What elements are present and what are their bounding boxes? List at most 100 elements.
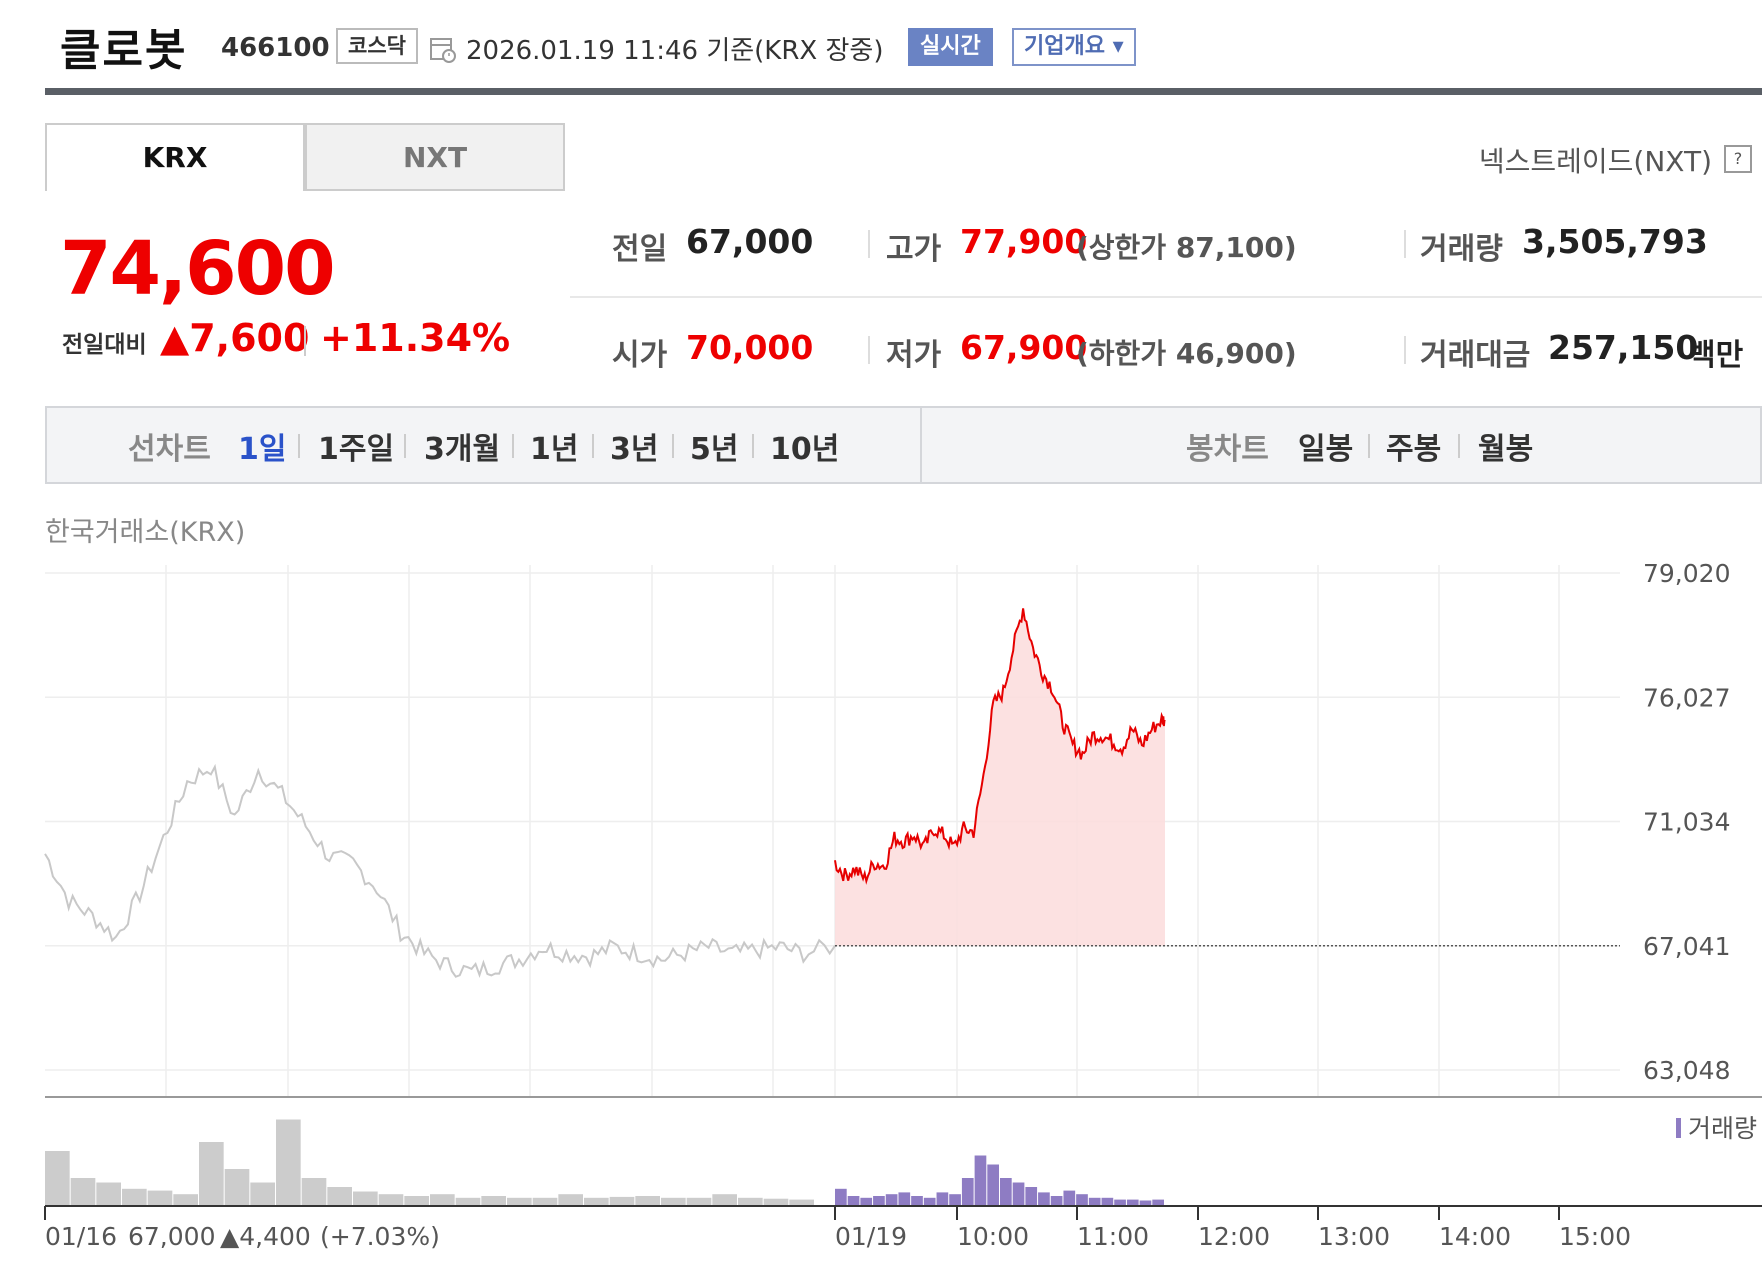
volume-bar-today	[847, 1196, 860, 1205]
volume-bar-prev	[584, 1197, 609, 1205]
info-divider	[1404, 336, 1406, 364]
y-tick-label: 67,041	[1643, 932, 1730, 961]
price-chart[interactable]: 79,020 76,027 71,034 67,041 63,048 01/19 10:0…	[0, 540, 1762, 1288]
period-divider	[512, 434, 514, 458]
period-monthly-candle[interactable]: 월봉	[1478, 432, 1534, 467]
volume-bar-prev	[532, 1197, 558, 1205]
plot-frame	[45, 565, 1760, 1097]
x-tick-label: 01/19	[835, 1222, 907, 1251]
exchange-label: 한국거래소(KRX)	[45, 517, 246, 548]
volume-bar-prev	[199, 1142, 224, 1205]
volume-value: 3,505,793	[1522, 222, 1708, 261]
nextrade-link[interactable]: 넥스트레이드(NXT)	[1478, 145, 1712, 178]
volume-bar-prev	[763, 1198, 789, 1205]
prev-day-summary: 01/16 67,000 ▲4,400 (+7.03%)	[45, 1222, 440, 1251]
period-1d[interactable]: 1일	[238, 432, 287, 467]
today-series	[834, 608, 1166, 885]
period-10y[interactable]: 10년	[770, 432, 840, 467]
open-value: 70,000	[686, 328, 814, 367]
volume-bar-today	[961, 1178, 974, 1205]
volume-bar-today	[860, 1197, 873, 1205]
volume-bar-today	[1012, 1182, 1025, 1205]
prev-close-value: 67,000	[686, 222, 814, 261]
volume-bar-today	[923, 1197, 936, 1205]
header-divider	[45, 88, 1762, 95]
volume-bar-today	[949, 1194, 961, 1205]
corp-overview-dropdown[interactable]: 기업개요 ▾	[1012, 28, 1136, 66]
volume-bar-prev	[712, 1194, 737, 1205]
volume-bar-today	[1139, 1200, 1152, 1205]
volume-bar-prev	[686, 1197, 712, 1205]
volume-bar-today	[835, 1188, 847, 1205]
tab-krx[interactable]: KRX	[45, 123, 305, 191]
info-divider	[868, 230, 870, 258]
period-divider	[752, 434, 754, 458]
high-label: 고가	[886, 232, 942, 267]
volume-bar-prev	[430, 1194, 455, 1205]
period-3y[interactable]: 3년	[610, 432, 659, 467]
volume-bar-today	[911, 1196, 923, 1205]
y-tick-label: 79,020	[1643, 559, 1730, 588]
volume-bar-prev	[635, 1196, 660, 1205]
current-price: 74,600	[60, 226, 336, 312]
prev-close-label: 전일	[612, 232, 668, 267]
y-tick-label: 63,048	[1643, 1056, 1730, 1085]
period-1y[interactable]: 1년	[530, 432, 579, 467]
volume-label: 거래량	[1420, 232, 1503, 267]
volume-bar-prev	[173, 1194, 198, 1205]
volume-bar-prev	[378, 1194, 404, 1205]
volume-bar-prev	[70, 1178, 96, 1205]
volume-bar-prev	[96, 1182, 121, 1205]
volume-bar-today	[1050, 1196, 1063, 1205]
volume-legend-label: 거래량	[1688, 1114, 1757, 1143]
realtime-button[interactable]: 실시간	[908, 28, 993, 66]
period-divider	[1458, 434, 1460, 458]
candle-chart-label: 봉차트	[1186, 432, 1269, 467]
x-tick-label: 14:00	[1439, 1222, 1511, 1251]
x-tick-label: 15:00	[1559, 1222, 1631, 1251]
volume-bar-prev	[404, 1196, 429, 1205]
period-weekly-candle[interactable]: 주봉	[1386, 432, 1442, 467]
calendar-icon	[430, 38, 456, 63]
x-axis: 01/19 10:00 11:00 12:00 13:00 14:00 15:00	[44, 1205, 1762, 1251]
change-divider	[304, 326, 306, 356]
period-3m[interactable]: 3개월	[424, 432, 501, 467]
period-divider	[672, 434, 674, 458]
x-tick-label: 12:00	[1198, 1222, 1270, 1251]
prev-summary-pct: (+7.03%)	[320, 1222, 440, 1251]
volume-bar-today	[1025, 1187, 1038, 1205]
volume-bar-prev	[609, 1196, 635, 1205]
help-icon[interactable]: ?	[1724, 145, 1752, 173]
stock-name: 클로봇	[60, 25, 188, 76]
change-amount: ▲7,600	[160, 316, 310, 360]
period-divider	[1368, 434, 1370, 458]
x-tick-label: 10:00	[957, 1222, 1029, 1251]
today-price-line	[834, 608, 1166, 885]
today-area-fill	[835, 608, 1165, 946]
y-tick-label: 71,034	[1643, 808, 1730, 837]
volume-bar-prev	[276, 1119, 301, 1205]
low-value: 67,900	[960, 328, 1088, 367]
period-divider	[592, 434, 594, 458]
volume-bar-today	[1126, 1199, 1139, 1205]
volume-bar-prev	[301, 1178, 327, 1205]
period-1w[interactable]: 1주일	[318, 432, 395, 467]
prev-summary-close: 67,000	[128, 1222, 215, 1251]
x-tick-label: 11:00	[1077, 1222, 1149, 1251]
quote-timestamp: 2026.01.19 11:46 기준(KRX 장중)	[466, 36, 884, 66]
open-label: 시가	[612, 338, 668, 373]
upper-limit: (상한가 87,100)	[1076, 231, 1297, 264]
volume-bar-today	[1038, 1192, 1050, 1205]
volume-bar-today	[1088, 1197, 1101, 1205]
period-bar-divider	[920, 406, 922, 484]
volume-bar-today	[1000, 1178, 1012, 1205]
period-5y[interactable]: 5년	[690, 432, 739, 467]
tab-nxt[interactable]: NXT	[305, 123, 565, 191]
volume-legend-swatch	[1676, 1118, 1681, 1138]
period-divider	[298, 434, 300, 458]
volume-bar-today	[1152, 1199, 1164, 1205]
prev-day-line	[44, 763, 836, 978]
volume-bar-prev	[507, 1197, 532, 1205]
period-daily-candle[interactable]: 일봉	[1298, 432, 1354, 467]
volume-bar-today	[974, 1155, 987, 1205]
